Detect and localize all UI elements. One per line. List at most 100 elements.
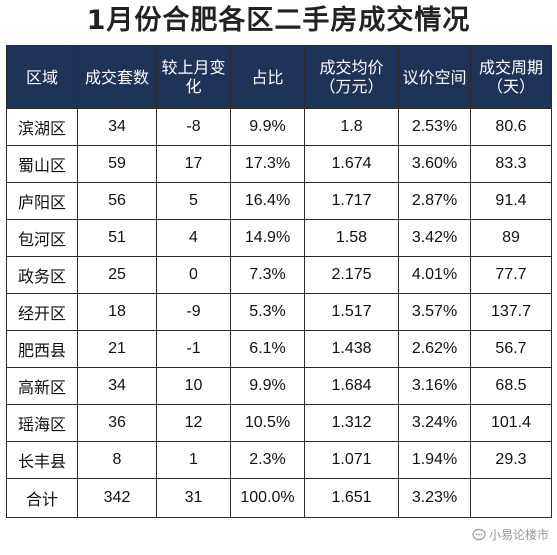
cell-deal-cycle: 56.7 (470, 330, 552, 368)
header-share: 占比 (230, 45, 305, 109)
cell-bargain-space: 2.87% (398, 182, 471, 220)
cell-avg-price: 1.58 (304, 219, 399, 257)
header-deal-cycle: 成交周期（天） (470, 45, 552, 109)
cell-deal-count: 342 (77, 478, 157, 518)
cell-avg-price: 1.684 (304, 367, 399, 405)
watermark-text: 小易论楼市 (488, 528, 549, 542)
cell-share: 9.9% (230, 367, 305, 405)
cell-share: 9.9% (230, 108, 305, 146)
cell-share: 7.3% (230, 256, 305, 294)
cell-bargain-space: 3.16% (398, 367, 471, 405)
table-row: 蜀山区 59 17 17.3% 1.674 3.60% 83.3 (6, 145, 552, 183)
cell-deal-cycle: 91.4 (470, 182, 552, 220)
cell-region: 蜀山区 (6, 145, 78, 183)
table-row: 滨湖区 34 -8 9.9% 1.8 2.53% 80.6 (6, 108, 552, 146)
cell-deal-count: 51 (77, 219, 157, 257)
cell-region: 合计 (6, 478, 78, 518)
cell-deal-cycle: 89 (470, 219, 552, 257)
cell-month-change: -9 (156, 293, 231, 331)
cell-month-change: 31 (156, 478, 231, 518)
cell-avg-price: 1.071 (304, 441, 399, 479)
cell-avg-price: 1.517 (304, 293, 399, 331)
header-month-change: 较上月变化 (156, 45, 231, 109)
cell-share: 16.4% (230, 182, 305, 220)
cell-month-change: 1 (156, 441, 231, 479)
table-row: 长丰县 8 1 2.3% 1.071 1.94% 29.3 (6, 441, 552, 479)
cell-bargain-space: 3.57% (398, 293, 471, 331)
table-row: 经开区 18 -9 5.3% 1.517 3.57% 137.7 (6, 293, 552, 331)
cell-region: 瑶海区 (6, 404, 78, 442)
cell-avg-price: 1.8 (304, 108, 399, 146)
cell-avg-price: 1.438 (304, 330, 399, 368)
cell-month-change: 10 (156, 367, 231, 405)
header-bargain-space: 议价空间 (398, 45, 471, 109)
cell-deal-count: 21 (77, 330, 157, 368)
table-row: 庐阳区 56 5 16.4% 1.717 2.87% 91.4 (6, 182, 552, 220)
header-region: 区域 (6, 45, 78, 109)
cell-region: 长丰县 (6, 441, 78, 479)
cell-bargain-space: 3.23% (398, 478, 471, 518)
cell-month-change: -1 (156, 330, 231, 368)
header-deal-count: 成交套数 (77, 45, 157, 109)
cell-bargain-space: 2.53% (398, 108, 471, 146)
cell-month-change: 0 (156, 256, 231, 294)
table-row: 高新区 34 10 9.9% 1.684 3.16% 68.5 (6, 367, 552, 405)
header-avg-price: 成交均价（万元） (304, 45, 399, 109)
cell-deal-cycle (470, 478, 552, 518)
cell-share: 6.1% (230, 330, 305, 368)
cell-deal-cycle: 77.7 (470, 256, 552, 294)
cell-bargain-space: 3.42% (398, 219, 471, 257)
cell-region: 经开区 (6, 293, 78, 331)
cell-share: 100.0% (230, 478, 305, 518)
cell-bargain-space: 4.01% (398, 256, 471, 294)
page-title: 1月份合肥各区二手房成交情况 (86, 5, 471, 36)
cell-deal-count: 34 (77, 108, 157, 146)
table-header-row: 区域 成交套数 较上月变化 占比 成交均价（万元） 议价空间 成交周期（天） (6, 45, 552, 109)
cell-bargain-space: 3.24% (398, 404, 471, 442)
cell-share: 10.5% (230, 404, 305, 442)
cell-bargain-space: 2.62% (398, 330, 471, 368)
watermark: 小易论楼市 (471, 526, 549, 543)
total-row: 合计 342 31 100.0% 1.651 3.23% (6, 478, 552, 518)
chat-bubble-icon (472, 528, 486, 540)
cell-deal-count: 56 (77, 182, 157, 220)
cell-month-change: 4 (156, 219, 231, 257)
cell-region: 肥西县 (6, 330, 78, 368)
cell-month-change: 12 (156, 404, 231, 442)
cell-deal-cycle: 101.4 (470, 404, 552, 442)
cell-region: 滨湖区 (6, 108, 78, 146)
cell-region: 包河区 (6, 219, 78, 257)
table-row: 瑶海区 36 12 10.5% 1.312 3.24% 101.4 (6, 404, 552, 442)
cell-month-change: 17 (156, 145, 231, 183)
cell-share: 14.9% (230, 219, 305, 257)
cell-deal-count: 36 (77, 404, 157, 442)
cell-deal-count: 59 (77, 145, 157, 183)
table-row: 政务区 25 0 7.3% 2.175 4.01% 77.7 (6, 256, 552, 294)
table-row: 肥西县 21 -1 6.1% 1.438 2.62% 56.7 (6, 330, 552, 368)
cell-deal-count: 25 (77, 256, 157, 294)
cell-deal-cycle: 29.3 (470, 441, 552, 479)
cell-deal-cycle: 137.7 (470, 293, 552, 331)
cell-deal-cycle: 83.3 (470, 145, 552, 183)
cell-region: 高新区 (6, 367, 78, 405)
transaction-table: 区域 成交套数 较上月变化 占比 成交均价（万元） 议价空间 成交周期（天） 滨… (6, 45, 552, 518)
cell-bargain-space: 3.60% (398, 145, 471, 183)
cell-avg-price: 1.651 (304, 478, 399, 518)
cell-avg-price: 2.175 (304, 256, 399, 294)
cell-avg-price: 1.674 (304, 145, 399, 183)
cell-share: 2.3% (230, 441, 305, 479)
cell-region: 庐阳区 (6, 182, 78, 220)
cell-region: 政务区 (6, 256, 78, 294)
cell-month-change: 5 (156, 182, 231, 220)
cell-deal-count: 18 (77, 293, 157, 331)
table-row: 包河区 51 4 14.9% 1.58 3.42% 89 (6, 219, 552, 257)
cell-avg-price: 1.717 (304, 182, 399, 220)
cell-deal-count: 8 (77, 441, 157, 479)
cell-deal-cycle: 80.6 (470, 108, 552, 146)
cell-month-change: -8 (156, 108, 231, 146)
cell-avg-price: 1.312 (304, 404, 399, 442)
cell-bargain-space: 1.94% (398, 441, 471, 479)
cell-deal-cycle: 68.5 (470, 367, 552, 405)
cell-share: 17.3% (230, 145, 305, 183)
cell-deal-count: 34 (77, 367, 157, 405)
